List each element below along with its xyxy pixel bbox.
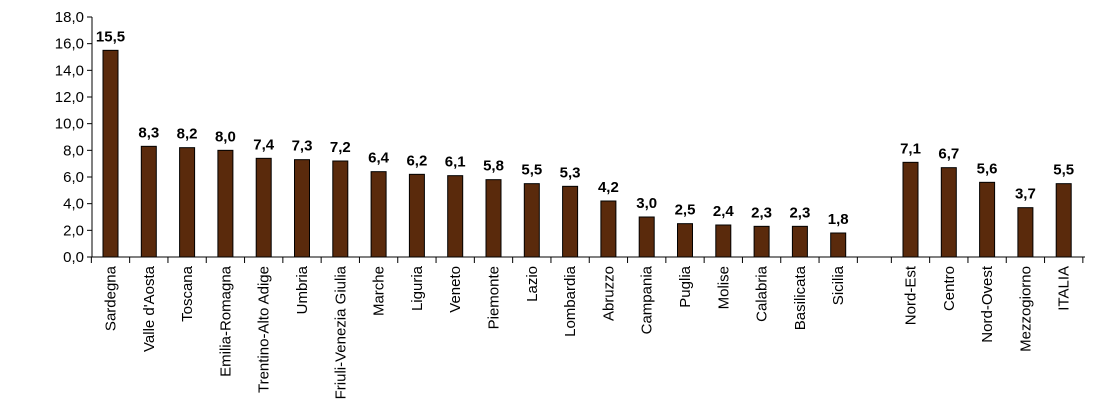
data-label: 5,5 — [521, 162, 542, 179]
bar — [1017, 207, 1034, 258]
y-tick-label: 12,0 — [55, 89, 84, 106]
data-label: 7,1 — [900, 140, 921, 157]
x-tick-label: Valle d'Aosta — [141, 265, 158, 352]
data-label: 5,6 — [977, 160, 998, 177]
bar — [902, 161, 919, 258]
bar — [485, 179, 502, 258]
bar — [408, 173, 425, 258]
data-label: 7,4 — [253, 136, 275, 153]
x-tick-label: Abruzzo — [600, 266, 617, 321]
x-tick-label: Calabria — [754, 265, 771, 322]
data-label: 7,3 — [292, 138, 313, 155]
x-tick-label: Veneto — [447, 266, 464, 313]
y-tick-label: 6,0 — [63, 169, 84, 186]
x-tick-label: Marche — [371, 266, 388, 316]
y-tick-label: 14,0 — [55, 62, 84, 79]
data-label: 6,2 — [406, 152, 427, 169]
x-tick-label: Lombardia — [562, 265, 579, 337]
x-tick-label: Lazio — [524, 266, 541, 302]
x-tick-label: Campania — [639, 265, 656, 334]
data-label: 5,5 — [1053, 162, 1074, 179]
x-tick-label: Nord-Est — [903, 265, 920, 325]
x-tick-label: Umbria — [294, 265, 311, 314]
x-tick-label: Sardegna — [103, 265, 120, 331]
x-tick-label: Liguria — [409, 265, 426, 311]
x-tick-label: Emilia-Romagna — [217, 265, 234, 377]
y-tick-label: 2,0 — [63, 222, 84, 239]
data-label: 2,3 — [751, 204, 772, 221]
x-tick-label: Trentino-Alto Adige — [256, 266, 273, 393]
bar — [102, 49, 119, 258]
x-tick-label: Mezzogiorno — [1017, 266, 1034, 352]
bars — [102, 49, 1072, 258]
bar — [255, 157, 272, 258]
data-label: 5,3 — [560, 164, 581, 181]
y-tick-label: 4,0 — [63, 196, 84, 213]
bar — [600, 200, 617, 258]
data-label: 8,3 — [138, 124, 159, 141]
bar — [370, 171, 387, 258]
data-label: 5,8 — [483, 158, 504, 175]
y-tick-label: 16,0 — [55, 36, 84, 53]
x-tick-label: Basilicata — [792, 265, 809, 330]
data-label: 6,4 — [368, 150, 390, 167]
bar — [179, 147, 196, 258]
x-tick-label: ITALIA — [1056, 266, 1073, 311]
y-tick-label: 8,0 — [63, 142, 84, 159]
category-labels: Sardegna Valle d'Aosta Toscana Emilia-Romag… — [103, 265, 1073, 399]
value-labels: 15,5 8,3 8,2 8,0 7,4 7,3 7,2 6,4 6,2 6,1 5,8 5,5 5,3… — [96, 28, 1074, 228]
x-tick-label: Molise — [715, 266, 732, 309]
data-label: 2,3 — [789, 204, 810, 221]
bar — [830, 232, 847, 258]
data-label: 3,0 — [636, 195, 657, 212]
bar — [140, 145, 157, 258]
x-tick-label: Puglia — [677, 265, 694, 307]
bar — [940, 167, 957, 258]
bar — [447, 175, 464, 258]
x-tick-label: Centro — [941, 266, 958, 311]
bar — [979, 181, 996, 258]
data-label: 8,2 — [177, 126, 198, 143]
bar — [523, 183, 540, 258]
data-label: 4,2 — [598, 179, 619, 196]
data-label: 2,5 — [675, 202, 696, 219]
x-tick-label: Friuli-Venezia Giulia — [332, 265, 349, 399]
bar — [677, 223, 693, 258]
data-label: 6,7 — [938, 146, 959, 163]
data-label: 1,8 — [828, 211, 849, 228]
bar — [715, 224, 732, 258]
x-tick-label: Sicilia — [830, 265, 847, 305]
data-label: 3,7 — [1015, 186, 1036, 203]
data-label: 8,0 — [215, 128, 236, 145]
bar — [753, 225, 770, 258]
bar — [332, 160, 349, 258]
data-label: 6,1 — [445, 154, 466, 171]
y-tick-label: 0,0 — [63, 249, 84, 266]
x-tick-label: Piemonte — [486, 266, 503, 329]
data-label: 7,2 — [330, 139, 351, 156]
data-label: 2,4 — [713, 203, 735, 220]
bar — [294, 159, 310, 258]
bar — [217, 149, 234, 258]
bar — [638, 216, 655, 258]
y-tick-label: 18,0 — [55, 9, 84, 26]
bar — [562, 185, 579, 258]
y-tick-label: 10,0 — [55, 116, 84, 133]
data-label: 15,5 — [96, 28, 125, 45]
bar — [1055, 183, 1072, 258]
x-tick-label: Nord-Ovest — [979, 265, 996, 343]
bar — [791, 225, 808, 258]
x-tick-label: Toscana — [179, 265, 196, 322]
